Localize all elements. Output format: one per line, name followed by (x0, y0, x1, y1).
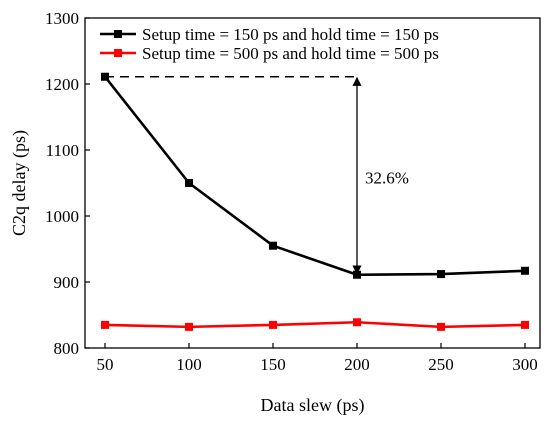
y-tick-label: 1300 (45, 9, 79, 28)
y-tick-label: 1100 (46, 141, 79, 160)
legend-swatch-marker (114, 30, 122, 38)
legend-item-2: Setup time = 500 ps and hold time = 500 … (100, 44, 439, 63)
delta-annotation-label: 32.6% (365, 169, 409, 188)
x-tick-label: 300 (512, 355, 538, 374)
series-1-line (103, 75, 526, 277)
legend: Setup time = 150 ps and hold time = 150 … (100, 25, 439, 63)
series-1-point (101, 72, 109, 81)
series-2-point (185, 322, 193, 331)
y-tick-label: 900 (54, 273, 80, 292)
y-tick-label: 1200 (45, 75, 79, 94)
series-2-line (104, 320, 526, 329)
series-2-point (437, 322, 445, 331)
series-2-point (521, 320, 529, 329)
series-1-point (185, 179, 193, 187)
series-2-point (269, 320, 277, 329)
legend-label: Setup time = 500 ps and hold time = 500 … (142, 44, 439, 63)
x-tick-label: 100 (176, 355, 202, 374)
y-axis-ticks: 800 900 1000 1100 1200 1300 (45, 9, 90, 358)
annotation-group: 32.6% (105, 76, 409, 275)
series-2 (101, 318, 529, 331)
x-axis-ticks: 50 100 150 200 250 300 (97, 343, 538, 374)
legend-swatch-marker (114, 49, 122, 57)
y-tick-label: 800 (54, 339, 80, 358)
series-1-point (353, 270, 361, 279)
y-axis-title: C2q delay (ps) (9, 130, 30, 236)
series-group (101, 72, 529, 331)
legend-item-1: Setup time = 150 ps and hold time = 150 … (100, 25, 439, 44)
series-1-point (269, 241, 277, 250)
x-tick-label: 150 (260, 355, 286, 374)
x-tick-label: 250 (428, 355, 454, 374)
series-2-point (353, 318, 361, 327)
series-2-point (101, 320, 109, 329)
series-1-point (521, 266, 529, 275)
series-1-point (437, 270, 445, 279)
x-tick-label: 50 (97, 355, 114, 374)
series-1 (101, 72, 529, 279)
x-tick-label: 200 (344, 355, 370, 374)
plot-frame (84, 17, 541, 349)
legend-label: Setup time = 150 ps and hold time = 150 … (142, 25, 439, 44)
x-axis-title: Data slew (ps) (261, 395, 365, 416)
y-tick-label: 1000 (45, 207, 79, 226)
